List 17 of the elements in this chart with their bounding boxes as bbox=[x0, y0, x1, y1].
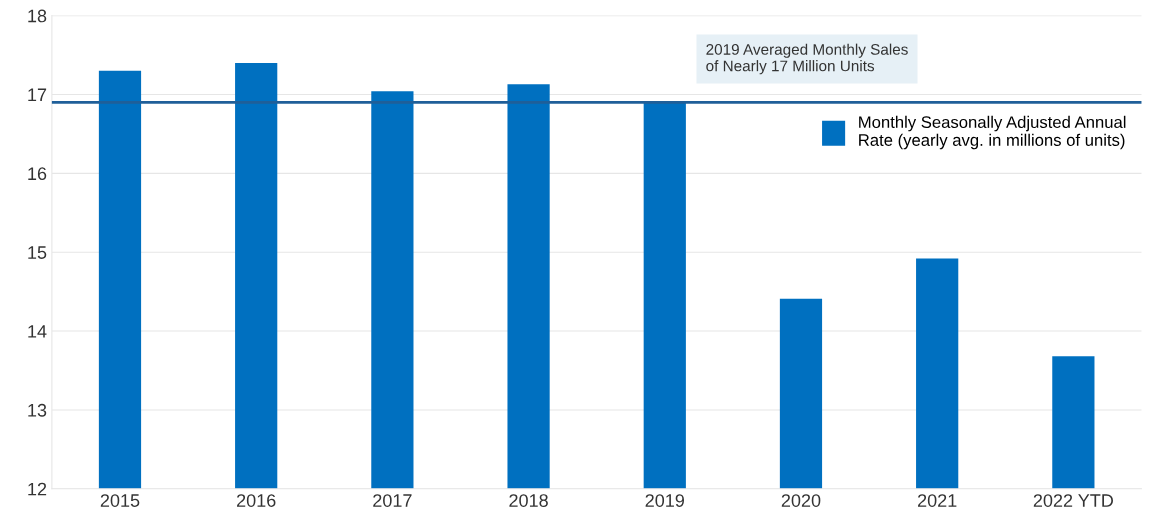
y-tick-label: 16 bbox=[28, 167, 47, 181]
y-tick-label: 17 bbox=[28, 88, 47, 102]
legend-label: Monthly Seasonally Adjusted Annual Rate (yearly avg. in millions of units) bbox=[859, 115, 1126, 150]
x-tick-label: 2021 bbox=[918, 494, 957, 507]
x-tick-label: 2020 bbox=[781, 494, 821, 507]
y-tick-label: 13 bbox=[28, 403, 47, 417]
ref-line-label: 2019 Averaged Monthly Sales of Nearly 17 Million Units bbox=[706, 43, 908, 75]
x-tick-label: 2016 bbox=[237, 494, 276, 507]
x-tick-label: 2019 bbox=[645, 494, 685, 507]
y-tick-label: 18 bbox=[28, 9, 47, 23]
x-tick-label: 2022 YTD bbox=[1033, 494, 1113, 507]
y-tick-label: 15 bbox=[28, 246, 47, 259]
x-tick-label: 2017 bbox=[373, 494, 412, 507]
y-tick-label: 14 bbox=[28, 325, 47, 338]
y-tick-label: 12 bbox=[28, 482, 47, 496]
x-tick-label: 2015 bbox=[100, 494, 140, 507]
x-tick-label: 2018 bbox=[509, 494, 548, 507]
